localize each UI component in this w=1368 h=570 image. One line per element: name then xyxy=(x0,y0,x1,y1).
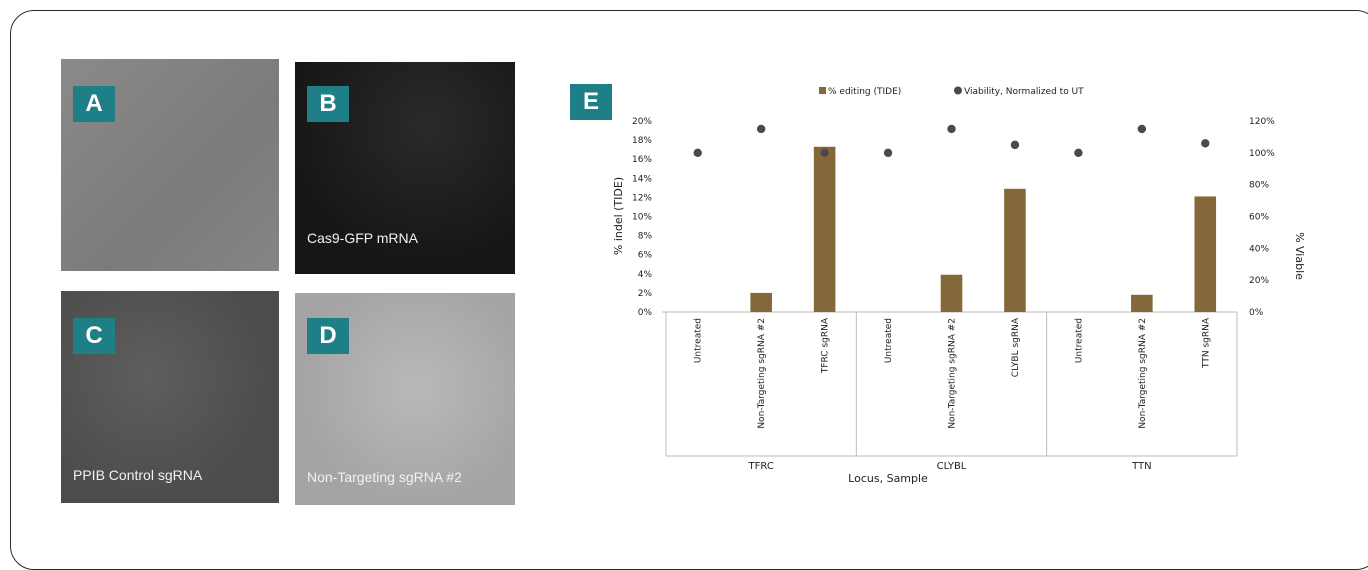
micrograph-panel-d: D Non-Targeting sgRNA #2 xyxy=(295,293,515,505)
panel-caption-b: Cas9-GFP mRNA xyxy=(307,230,418,246)
y2-tick-label: 80% xyxy=(1249,181,1269,191)
chart-legend: % editing (TIDE) Viability, Normalized to… xyxy=(819,86,1084,97)
category-tick-label: Untreated xyxy=(694,318,704,363)
y2-tick-label: 20% xyxy=(1249,276,1269,286)
group-label: TFRC xyxy=(748,461,774,472)
plot-area: 0% 2% 4% 6% 8% 10% 12% 14% 16% 18% 20% 0% 20% 40% 60% 8… xyxy=(632,117,1275,472)
y2-tick-label: 120% xyxy=(1249,117,1275,127)
point-viability xyxy=(1137,124,1147,134)
y-tick-label: 4% xyxy=(638,270,653,280)
x-axis-title: Locus, Sample xyxy=(848,472,928,485)
y2-tick-label: 0% xyxy=(1249,308,1264,318)
y2-tick-label: 100% xyxy=(1249,149,1275,159)
panel-label-e: E xyxy=(570,84,612,120)
micrograph-panel-b: B Cas9-GFP mRNA xyxy=(295,62,515,274)
bar-editing xyxy=(750,292,772,312)
y-axis-title: % indel (TIDE) xyxy=(612,177,625,255)
panel-label-a: A xyxy=(73,86,115,122)
panel-caption-c: PPIB Control sgRNA xyxy=(73,467,203,483)
micrograph-panel-c: C PPIB Control sgRNA xyxy=(61,291,279,503)
legend-label-editing: % editing (TIDE) xyxy=(828,87,901,97)
bar-editing xyxy=(1194,196,1217,312)
point-viability xyxy=(883,148,893,158)
bar-editing xyxy=(1004,188,1026,312)
category-tick-label: TFRC sgRNA xyxy=(821,317,831,374)
point-viability xyxy=(1074,148,1083,158)
category-tick-label: TTN sgRNA xyxy=(1201,317,1211,369)
y2-tick-label: 40% xyxy=(1249,244,1269,254)
bar-editing xyxy=(813,146,836,312)
bar-editing xyxy=(1131,294,1153,312)
category-tick-label: Non-Targeting sgRNA #2 xyxy=(948,318,958,429)
editing-viability-chart: % editing (TIDE) Viability, Normalized to… xyxy=(612,86,1306,485)
y-tick-label: 2% xyxy=(638,289,653,299)
category-tick-label: Non-Targeting sgRNA #2 xyxy=(1138,318,1148,429)
y-tick-label: 6% xyxy=(638,251,653,261)
bar-editing xyxy=(940,274,963,312)
legend-swatch-editing xyxy=(819,87,826,94)
legend-swatch-viability xyxy=(954,86,962,95)
category-tick-label: Non-Targeting sgRNA #2 xyxy=(757,318,767,429)
panel-label-c: C xyxy=(73,318,115,354)
y-tick-label: 16% xyxy=(632,155,652,165)
group-label: TTN xyxy=(1131,461,1152,472)
point-viability xyxy=(693,148,702,158)
legend-label-viability: Viability, Normalized to UT xyxy=(964,87,1084,97)
y-tick-label: 0% xyxy=(638,308,653,318)
y-tick-label: 18% xyxy=(632,136,652,146)
category-tick-label: Untreated xyxy=(1074,318,1084,363)
group-label: CLYBL xyxy=(937,461,967,472)
y2-axis-title: % Viable xyxy=(1293,232,1306,280)
point-viability xyxy=(820,148,829,158)
panel-label-b: B xyxy=(307,86,349,122)
point-viability xyxy=(756,124,766,134)
y-tick-label: 14% xyxy=(632,174,652,184)
y-tick-label: 20% xyxy=(632,117,652,127)
y-tick-label: 8% xyxy=(638,232,653,242)
category-tick-label: Untreated xyxy=(884,318,894,363)
category-tick-label: CLYBL sgRNA xyxy=(1011,317,1021,377)
y-tick-label: 10% xyxy=(632,213,652,223)
point-viability xyxy=(1010,140,1020,150)
point-viability xyxy=(947,124,956,134)
y2-tick-label: 60% xyxy=(1249,213,1269,223)
micrograph-panel-a: A xyxy=(61,59,279,271)
point-viability xyxy=(1201,139,1210,148)
panel-caption-d: Non-Targeting sgRNA #2 xyxy=(307,469,462,485)
y-tick-label: 12% xyxy=(632,193,652,203)
panel-label-d: D xyxy=(307,318,349,354)
